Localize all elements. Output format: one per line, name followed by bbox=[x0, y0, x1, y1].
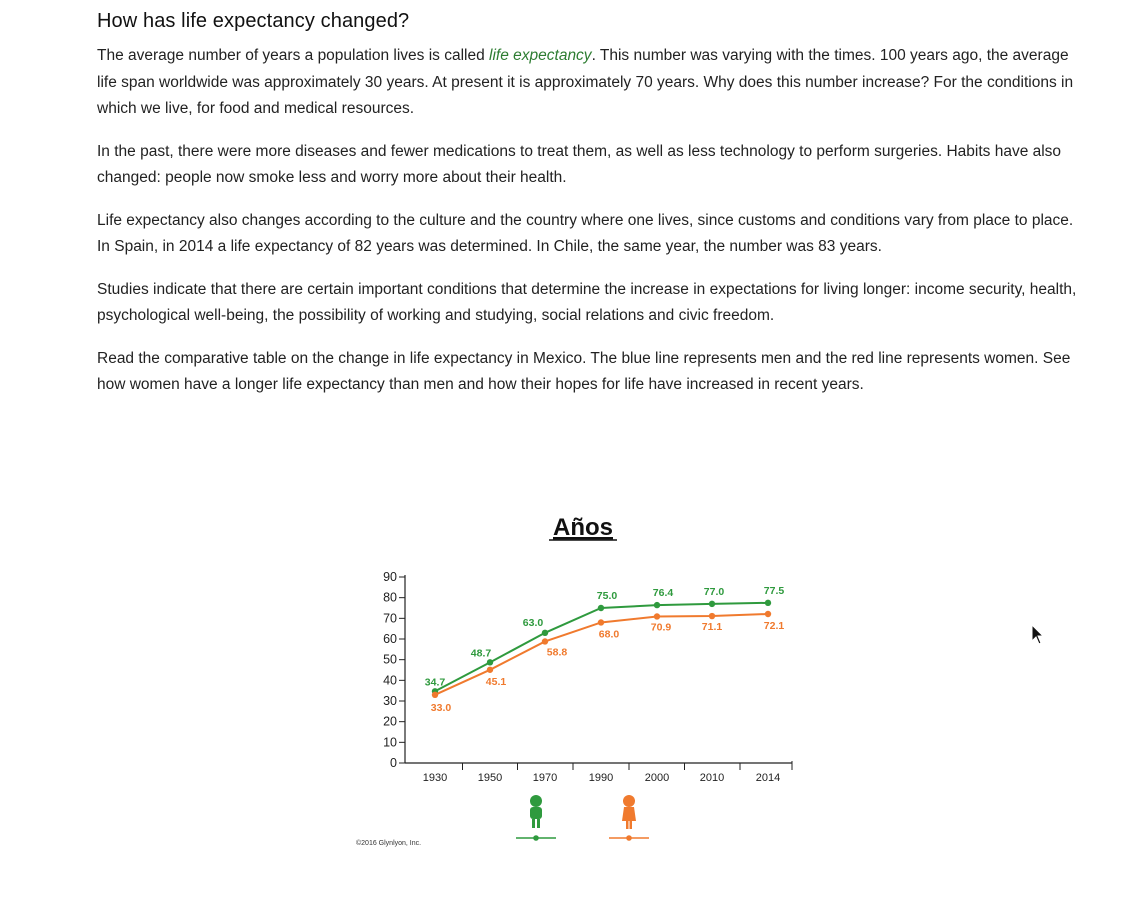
data-point bbox=[486, 666, 494, 673]
data-label: 33.0 bbox=[431, 702, 452, 714]
data-point bbox=[764, 599, 772, 607]
y-tick-label: 0 bbox=[390, 756, 397, 770]
data-point bbox=[764, 610, 772, 618]
y-tick-label: 20 bbox=[383, 715, 397, 729]
figure-dress bbox=[622, 807, 636, 821]
data-label: 63.0 bbox=[523, 617, 544, 629]
legend-dot bbox=[626, 835, 632, 841]
data-label: 70.9 bbox=[651, 621, 672, 633]
data-label: 71.1 bbox=[702, 621, 723, 633]
life-expectancy-chart: Años 0 10 20 30 40 50 60 70 80 90 1930 1950 1970 199… bbox=[383, 514, 793, 841]
y-tick-label: 10 bbox=[383, 735, 397, 749]
data-point bbox=[653, 613, 661, 620]
legend-dot bbox=[533, 835, 539, 841]
y-tick-label: 30 bbox=[383, 694, 397, 708]
figure-body bbox=[530, 807, 542, 819]
woman-figure-icon bbox=[609, 795, 649, 841]
data-point bbox=[541, 638, 549, 645]
data-point bbox=[431, 691, 439, 698]
article-title: How has life expectancy changed? bbox=[97, 10, 410, 32]
y-tick-label: 40 bbox=[383, 673, 397, 687]
mouse-pointer-icon bbox=[1031, 624, 1045, 645]
y-tick-label: 60 bbox=[383, 632, 397, 646]
x-tick-label: 2000 bbox=[645, 772, 669, 784]
paragraph-studies: Studies indicate that there are certain … bbox=[97, 280, 1077, 325]
data-label: 68.0 bbox=[599, 628, 620, 640]
series-layer: 34.7 48.7 63.0 75.0 76.4 77.0 77.5 33.0 45.1 58.8… bbox=[425, 585, 785, 714]
chart-title: Años bbox=[553, 514, 613, 541]
data-label: 77.0 bbox=[704, 586, 725, 598]
paragraph-definition: The average number of years a population… bbox=[97, 43, 1077, 123]
data-label: 75.0 bbox=[597, 590, 618, 602]
data-label: 45.1 bbox=[486, 676, 507, 688]
p1-text-before: The average number of years a population… bbox=[97, 47, 490, 64]
figure-head bbox=[623, 795, 635, 807]
data-label: 72.1 bbox=[764, 620, 785, 632]
data-point bbox=[708, 600, 716, 608]
y-tick-label: 70 bbox=[383, 611, 397, 625]
p1-text-after: . This number was varying with the times… bbox=[97, 47, 1074, 117]
paragraph-mexico: Read the comparative table on the change… bbox=[97, 349, 1071, 394]
data-point bbox=[653, 601, 661, 609]
data-point bbox=[486, 659, 494, 666]
data-label: 48.7 bbox=[471, 647, 492, 659]
term-life-expectancy[interactable]: life expectancy bbox=[489, 47, 592, 64]
y-axis: 0 10 20 30 40 50 60 70 80 90 bbox=[383, 570, 406, 770]
data-label: 58.8 bbox=[547, 646, 568, 658]
figure-leg bbox=[626, 821, 629, 829]
x-tick-label: 1930 bbox=[423, 772, 447, 784]
figure-head bbox=[530, 795, 542, 807]
x-tick-label: 1970 bbox=[533, 772, 557, 784]
data-point bbox=[597, 619, 605, 626]
x-tick-label: 1990 bbox=[589, 772, 613, 784]
figure-leg bbox=[629, 821, 632, 829]
data-label: 77.5 bbox=[764, 585, 785, 597]
copyright-note: ©2016 Glynlyon, Inc. bbox=[356, 840, 422, 847]
x-tick-label: 1950 bbox=[478, 772, 502, 784]
x-tick-label: 2014 bbox=[756, 772, 780, 784]
data-label: 34.7 bbox=[425, 676, 446, 688]
figure-leg bbox=[537, 819, 540, 828]
data-point bbox=[541, 629, 549, 636]
x-tick-label: 2010 bbox=[700, 772, 724, 784]
x-axis: 1930 1950 1970 1990 2000 2010 2014 bbox=[405, 761, 793, 784]
figure-leg bbox=[532, 819, 535, 828]
y-tick-label: 80 bbox=[383, 591, 397, 605]
data-point bbox=[708, 612, 716, 620]
data-point bbox=[597, 604, 605, 612]
y-tick-label: 90 bbox=[383, 570, 397, 584]
paragraph-past: In the past, there were more diseases an… bbox=[97, 142, 1062, 187]
legend bbox=[516, 795, 649, 841]
y-tick-label: 50 bbox=[383, 653, 397, 667]
data-label: 76.4 bbox=[653, 587, 674, 599]
paragraph-culture: Life expectancy also changes according t… bbox=[97, 211, 1074, 256]
article: How has life expectancy changed? The ave… bbox=[97, 10, 1077, 415]
man-figure-icon bbox=[516, 795, 556, 841]
